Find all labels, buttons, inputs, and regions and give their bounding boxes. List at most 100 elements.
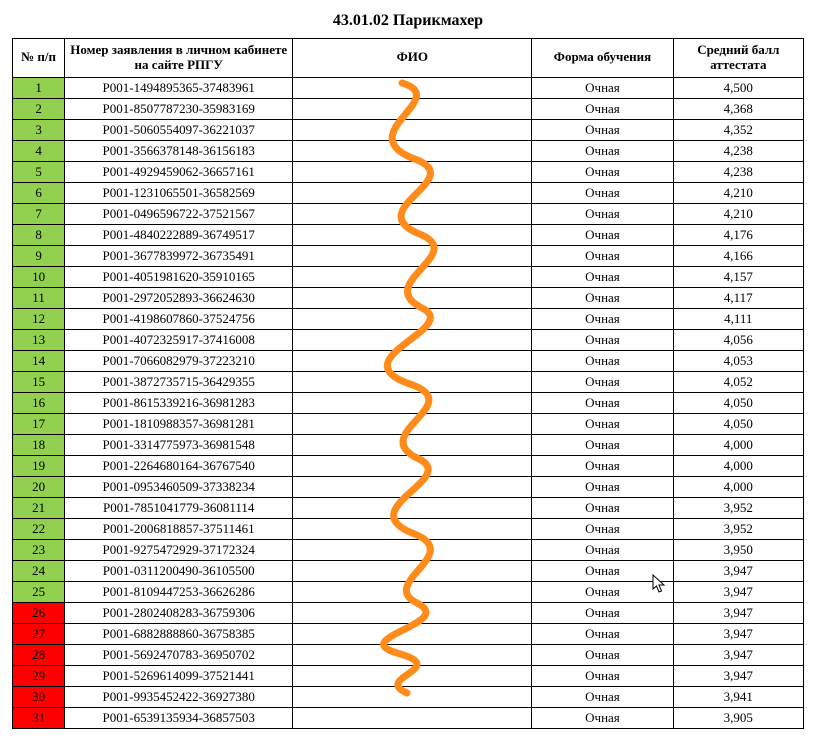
cell-fio <box>293 497 532 518</box>
cell-fio <box>293 371 532 392</box>
cell-form: Очная <box>532 476 673 497</box>
cell-score: 3,947 <box>673 644 803 665</box>
cell-app: P001-2006818857-37511461 <box>65 518 293 539</box>
cell-app: P001-2972052893-36624630 <box>65 287 293 308</box>
cell-form: Очная <box>532 119 673 140</box>
table-row: 1P001-1494895365-37483961Очная4,500 <box>13 77 804 98</box>
cell-fio <box>293 287 532 308</box>
cell-idx: 21 <box>13 497 65 518</box>
cell-fio <box>293 77 532 98</box>
cell-score: 3,952 <box>673 518 803 539</box>
cell-score: 3,947 <box>673 602 803 623</box>
cell-idx: 6 <box>13 182 65 203</box>
cell-fio <box>293 224 532 245</box>
cell-app: P001-0311200490-36105500 <box>65 560 293 581</box>
cell-fio <box>293 182 532 203</box>
page-title: 43.01.02 Парикмахер <box>12 12 804 30</box>
col-form: Форма обучения <box>532 39 673 78</box>
cell-app: P001-1231065501-36582569 <box>65 182 293 203</box>
table-row: 30P001-9935452422-36927380Очная3,941 <box>13 686 804 707</box>
cell-form: Очная <box>532 707 673 728</box>
cell-form: Очная <box>532 140 673 161</box>
cell-app: P001-3677839972-36735491 <box>65 245 293 266</box>
cell-score: 4,210 <box>673 203 803 224</box>
cell-app: P001-8507787230-35983169 <box>65 98 293 119</box>
cell-app: P001-7851041779-36081114 <box>65 497 293 518</box>
cell-score: 4,000 <box>673 476 803 497</box>
cell-form: Очная <box>532 602 673 623</box>
col-idx: № п/п <box>13 39 65 78</box>
cell-score: 4,050 <box>673 392 803 413</box>
cell-score: 4,053 <box>673 350 803 371</box>
cell-app: P001-0953460509-37338234 <box>65 476 293 497</box>
cell-form: Очная <box>532 434 673 455</box>
cell-score: 4,238 <box>673 140 803 161</box>
table-row: 7P001-0496596722-37521567Очная4,210 <box>13 203 804 224</box>
cell-idx: 15 <box>13 371 65 392</box>
cell-form: Очная <box>532 539 673 560</box>
table-row: 9P001-3677839972-36735491Очная4,166 <box>13 245 804 266</box>
cell-idx: 5 <box>13 161 65 182</box>
cell-idx: 12 <box>13 308 65 329</box>
cell-score: 4,157 <box>673 266 803 287</box>
admission-table: № п/п Номер заявления в личном кабинете … <box>12 38 804 729</box>
cell-fio <box>293 119 532 140</box>
table-row: 18P001-3314775973-36981548Очная4,000 <box>13 434 804 455</box>
table-row: 2P001-8507787230-35983169Очная4,368 <box>13 98 804 119</box>
cell-idx: 18 <box>13 434 65 455</box>
cell-form: Очная <box>532 413 673 434</box>
cell-app: P001-6539135934-36857503 <box>65 707 293 728</box>
cell-idx: 19 <box>13 455 65 476</box>
table-row: 25P001-8109447253-36626286Очная3,947 <box>13 581 804 602</box>
table-header-row: № п/п Номер заявления в личном кабинете … <box>13 39 804 78</box>
cell-app: P001-4051981620-35910165 <box>65 266 293 287</box>
cell-form: Очная <box>532 182 673 203</box>
table-row: 12P001-4198607860-37524756Очная4,111 <box>13 308 804 329</box>
cell-fio <box>293 623 532 644</box>
cell-idx: 23 <box>13 539 65 560</box>
table-row: 22P001-2006818857-37511461Очная3,952 <box>13 518 804 539</box>
table-row: 28P001-5692470783-36950702Очная3,947 <box>13 644 804 665</box>
cell-form: Очная <box>532 287 673 308</box>
col-fio: ФИО <box>293 39 532 78</box>
cell-app: P001-3314775973-36981548 <box>65 434 293 455</box>
cell-app: P001-3566378148-36156183 <box>65 140 293 161</box>
cell-fio <box>293 602 532 623</box>
cell-app: P001-5692470783-36950702 <box>65 644 293 665</box>
table-row: 8P001-4840222889-36749517Очная4,176 <box>13 224 804 245</box>
cell-score: 4,117 <box>673 287 803 308</box>
cell-app: P001-4929459062-36657161 <box>65 161 293 182</box>
cell-fio <box>293 245 532 266</box>
cell-fio <box>293 476 532 497</box>
cell-idx: 7 <box>13 203 65 224</box>
cell-idx: 31 <box>13 707 65 728</box>
cell-idx: 11 <box>13 287 65 308</box>
table-row: 13P001-4072325917-37416008Очная4,056 <box>13 329 804 350</box>
cell-idx: 26 <box>13 602 65 623</box>
cell-app: P001-2264680164-36767540 <box>65 455 293 476</box>
cell-form: Очная <box>532 686 673 707</box>
cell-form: Очная <box>532 392 673 413</box>
table-row: 24P001-0311200490-36105500Очная3,947 <box>13 560 804 581</box>
cell-idx: 22 <box>13 518 65 539</box>
cell-score: 4,050 <box>673 413 803 434</box>
cell-form: Очная <box>532 350 673 371</box>
cell-fio <box>293 665 532 686</box>
cell-form: Очная <box>532 224 673 245</box>
table-row: 15P001-3872735715-36429355Очная4,052 <box>13 371 804 392</box>
cell-score: 4,000 <box>673 455 803 476</box>
cell-form: Очная <box>532 308 673 329</box>
cell-fio <box>293 98 532 119</box>
cell-score: 4,210 <box>673 182 803 203</box>
cell-idx: 27 <box>13 623 65 644</box>
table-row: 31P001-6539135934-36857503Очная3,905 <box>13 707 804 728</box>
cell-form: Очная <box>532 497 673 518</box>
cell-fio <box>293 203 532 224</box>
cell-score: 3,952 <box>673 497 803 518</box>
table-row: 6P001-1231065501-36582569 Очная4,210 <box>13 182 804 203</box>
cell-idx: 10 <box>13 266 65 287</box>
cell-score: 3,947 <box>673 581 803 602</box>
cell-score: 4,176 <box>673 224 803 245</box>
cell-app: P001-4840222889-36749517 <box>65 224 293 245</box>
table-row: 5P001-4929459062-36657161Очная4,238 <box>13 161 804 182</box>
